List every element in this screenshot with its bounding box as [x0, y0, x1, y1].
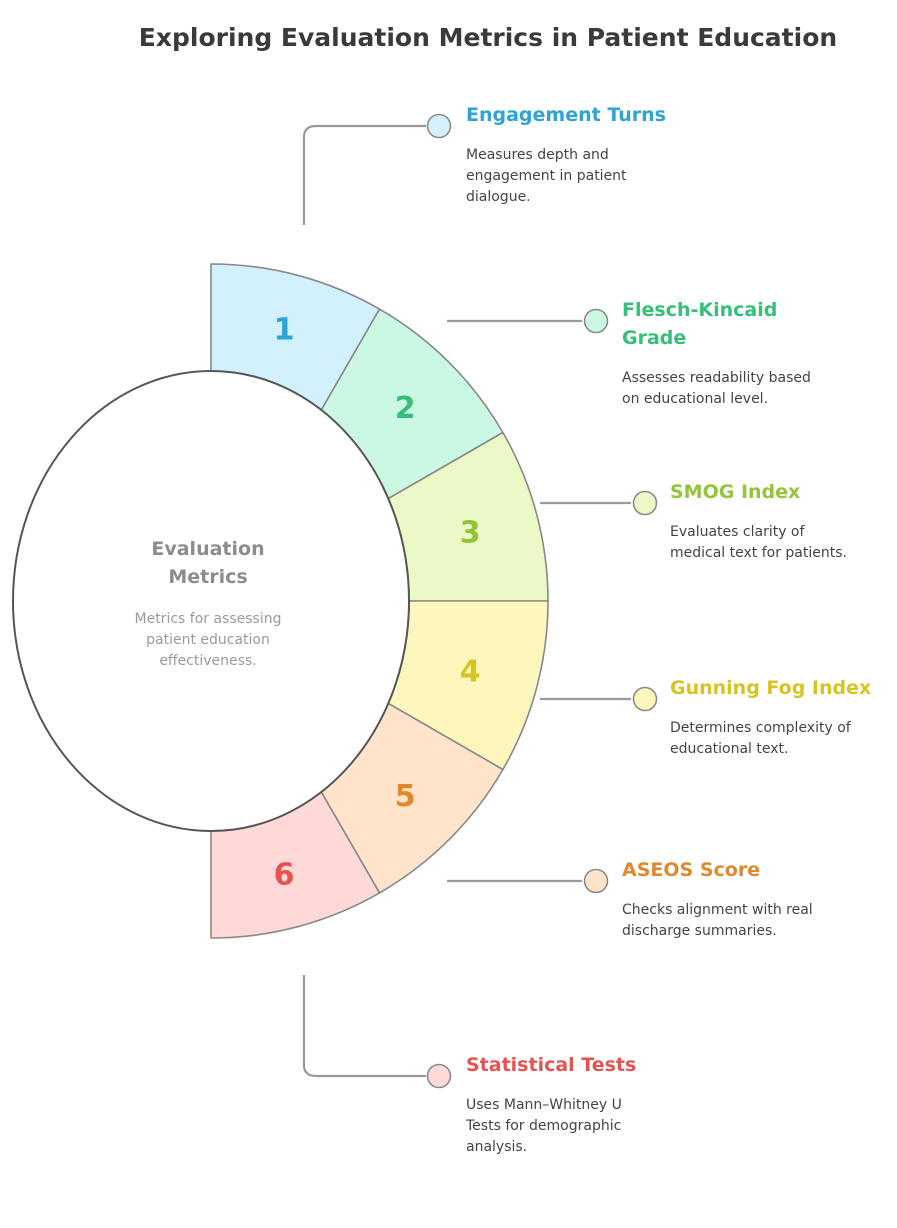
- connectors: [302, 124, 631, 1078]
- connector-dot-6: [426, 1063, 452, 1089]
- item-desc-6: Uses Mann–Whitney U: [466, 1097, 622, 1113]
- connector-line-1: [302, 124, 426, 225]
- segment-number-1: 1: [274, 312, 295, 347]
- connector-dot-1: [426, 113, 452, 139]
- connector-dot-5: [583, 868, 609, 894]
- item-desc-5: discharge summaries.: [622, 923, 777, 939]
- item-title-2: Flesch-Kincaid: [622, 299, 777, 321]
- item-desc-3: medical text for patients.: [670, 545, 847, 561]
- connector-dot-2: [583, 308, 609, 334]
- item-labels: Engagement Turns Measures depth and engage…: [426, 104, 871, 1155]
- segment-number-5: 5: [395, 779, 416, 814]
- segment-number-6: 6: [274, 858, 295, 893]
- center-title-line-1: Evaluation: [151, 538, 264, 560]
- connector-dot-4: [632, 686, 658, 712]
- item-desc-1: Measures depth and: [466, 147, 609, 163]
- center-text: Evaluation Metrics Metrics for assessing…: [135, 538, 282, 669]
- center-desc-line-1: Metrics for assessing: [135, 611, 282, 627]
- center-circle: [12, 370, 410, 832]
- item-desc-4: Determines complexity of: [670, 720, 852, 736]
- item-title-6: Statistical Tests: [466, 1054, 636, 1076]
- center-desc-line-2: patient education: [146, 632, 270, 648]
- item-title-5: ASEOS Score: [622, 859, 760, 881]
- item-title-1: Engagement Turns: [466, 104, 666, 126]
- item-desc-2: on educational level.: [622, 391, 768, 407]
- item-desc-3: Evaluates clarity of: [670, 524, 806, 540]
- item-title-4: Gunning Fog Index: [670, 677, 871, 699]
- segment-number-4: 4: [460, 655, 481, 690]
- center-title-line-2: Metrics: [168, 566, 247, 588]
- center-desc-line-3: effectiveness.: [159, 653, 256, 669]
- item-desc-1: dialogue.: [466, 189, 531, 205]
- item-desc-5: Checks alignment with real: [622, 902, 813, 918]
- item-title-2: Grade: [622, 327, 686, 349]
- item-title-3: SMOG Index: [670, 481, 800, 503]
- item-desc-2: Assesses readability based: [622, 370, 811, 386]
- item-desc-6: analysis.: [466, 1139, 527, 1155]
- page-title: Exploring Evaluation Metrics in Patient …: [139, 23, 837, 52]
- connector-line-6: [302, 975, 426, 1078]
- item-desc-6: Tests for demographic: [465, 1118, 621, 1134]
- connector-dot-3: [632, 490, 658, 516]
- segment-number-2: 2: [395, 391, 416, 426]
- item-desc-1: engagement in patient: [466, 168, 627, 184]
- segment-number-3: 3: [460, 516, 481, 551]
- item-desc-4: educational text.: [670, 741, 788, 757]
